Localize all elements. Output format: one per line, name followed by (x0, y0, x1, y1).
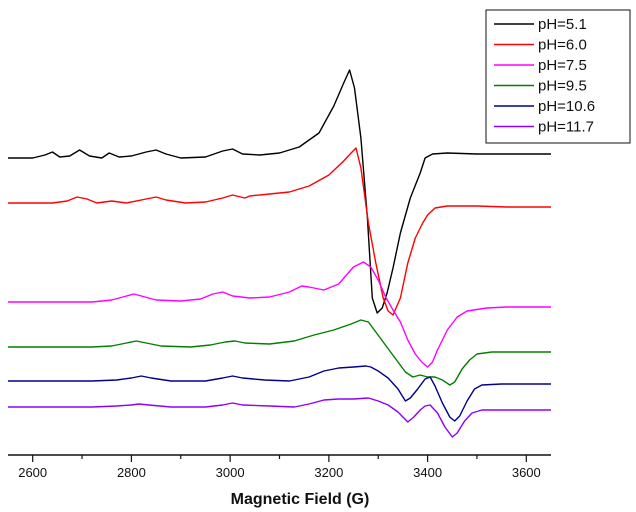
series-line-6 (8, 397, 551, 438)
x-tick-label: 3600 (512, 465, 541, 480)
x-tick-label: 2800 (117, 465, 146, 480)
x-tick-label: 3200 (314, 465, 343, 480)
x-tick-label: 3400 (413, 465, 442, 480)
x-axis-title: Magnetic Field (G) (231, 491, 370, 508)
legend: pH=5.1 pH=6.0 pH=7.5 pH=9.5 pH=10.6 pH=11.7 (485, 9, 631, 144)
legend-label: pH=7.5 (538, 57, 587, 74)
series-line-4 (8, 319, 551, 386)
legend-label: pH=10.6 (538, 98, 595, 115)
series-line-1 (8, 69, 551, 314)
series-layer (8, 69, 551, 438)
x-tick-label: 3000 (216, 465, 245, 480)
legend-label: pH=6.0 (538, 37, 587, 54)
series-line-2 (8, 147, 551, 316)
series-line-3 (8, 261, 551, 368)
x-tick-layer: 2600 2800 3000 3200 3400 3600 (18, 455, 541, 480)
legend-label: pH=11.7 (538, 119, 594, 136)
legend-label: pH=9.5 (538, 78, 587, 95)
legend-label: pH=5.1 (538, 16, 587, 33)
legend-box (485, 9, 631, 144)
series-line-5 (8, 365, 551, 422)
x-tick-label: 2600 (18, 465, 47, 480)
